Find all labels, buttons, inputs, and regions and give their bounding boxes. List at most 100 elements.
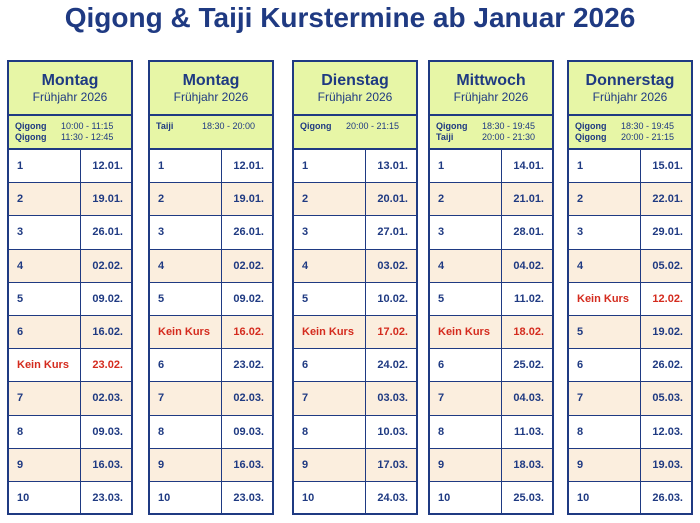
session-date: 23.03.	[92, 492, 123, 505]
session-number: 10	[569, 481, 641, 516]
session-number: 8	[9, 415, 81, 448]
session-row: 7 02.03.	[150, 382, 272, 416]
session-row: 6 24.02.	[294, 349, 416, 383]
session-date: 23.02.	[92, 359, 123, 372]
session-date: 25.03.	[513, 492, 544, 505]
season-label: Frühjahr 2026	[317, 90, 393, 104]
session-date: 04.03.	[513, 392, 544, 405]
session-date: 14.01.	[513, 160, 544, 173]
schedule-column: Donnerstag Frühjahr 2026 Qigong 18:30 - 19:…	[567, 60, 693, 516]
session-date: 26.01.	[233, 226, 264, 239]
session-number: 5	[150, 282, 222, 315]
session-row: 7 05.03.	[569, 382, 691, 416]
course-times: Taiji 18:30 - 20:00	[150, 116, 272, 150]
course-times: Qigong 10:00 - 11:15 Qigong 11:30 - 12:45	[9, 116, 131, 150]
session-number: 9	[294, 448, 366, 481]
session-date: 09.02.	[233, 292, 264, 305]
session-date: 27.01.	[377, 226, 408, 239]
session-number: 5	[569, 315, 641, 349]
session-number: 7	[294, 382, 366, 415]
session-date: 05.02.	[652, 259, 683, 272]
session-date: 16.03.	[92, 458, 123, 471]
session-number: 9	[430, 448, 502, 481]
session-row: 9 19.03.	[569, 448, 691, 482]
course-times: Qigong 18:30 - 19:45 Taiji 20:00 - 21:30	[430, 116, 552, 150]
session-date: 26.01.	[92, 226, 123, 239]
session-row: 8 10.03.	[294, 415, 416, 449]
session-date: 17.02.	[377, 326, 408, 339]
session-row: 5 10.02.	[294, 282, 416, 316]
session-date: 09.03.	[233, 425, 264, 438]
session-number: 4	[9, 249, 81, 282]
session-number: 6	[569, 349, 641, 382]
weekday-label: Dienstag	[321, 72, 389, 89]
session-row: 7 03.03.	[294, 382, 416, 416]
session-number: Kein Kurs	[430, 315, 502, 349]
weekday-label: Montag	[182, 72, 240, 89]
course-name: Taiji	[156, 121, 174, 131]
session-row: 2 19.01.	[9, 183, 131, 217]
course-time: 11:30 - 12:45	[61, 132, 114, 142]
session-list: 1 13.01. 2 20.01. 3 27.01. 4 03.02. 5 10.02. Kein …	[294, 150, 416, 516]
session-number: 9	[150, 448, 222, 481]
session-date: 25.02.	[513, 359, 544, 372]
session-date: 18.03.	[513, 458, 544, 471]
session-row: 4 02.02.	[150, 249, 272, 283]
session-row: 4 05.02.	[569, 249, 691, 283]
session-date: 19.02.	[652, 326, 683, 339]
session-row: 9 16.03.	[150, 448, 272, 482]
column-header: Montag Frühjahr 2026	[150, 62, 272, 116]
session-date: 19.03.	[652, 458, 683, 471]
session-number: 4	[569, 249, 641, 282]
session-row: 6 25.02.	[430, 349, 552, 383]
course-name: Taiji	[436, 132, 454, 142]
weekday-label: Montag	[41, 72, 99, 89]
session-number: 8	[294, 415, 366, 448]
session-date: 24.02.	[377, 359, 408, 372]
session-number: 5	[430, 282, 502, 315]
column-header: Donnerstag Frühjahr 2026	[569, 62, 691, 116]
session-number: 8	[430, 415, 502, 448]
session-date: 20.01.	[377, 193, 408, 206]
session-row: 8 11.03.	[430, 415, 552, 449]
session-number: 2	[569, 183, 641, 216]
session-date: 02.02.	[92, 259, 123, 272]
session-number: 3	[294, 216, 366, 249]
session-number: 1	[430, 150, 502, 183]
session-number: 9	[569, 448, 641, 481]
session-date: 26.03.	[652, 492, 683, 505]
session-number: 2	[150, 183, 222, 216]
session-date: 03.02.	[377, 259, 408, 272]
session-number: 10	[294, 481, 366, 516]
session-date: 13.01.	[377, 160, 408, 173]
session-number: Kein Kurs	[294, 315, 366, 349]
session-row: 3 28.01.	[430, 216, 552, 250]
session-row-cancelled: Kein Kurs 18.02.	[430, 315, 552, 350]
column-header: Dienstag Frühjahr 2026	[294, 62, 416, 116]
course-name: Qigong	[575, 132, 607, 142]
session-date: 11.02.	[514, 292, 544, 305]
course-name: Qigong	[300, 121, 332, 131]
schedule-column: Dienstag Frühjahr 2026 Qigong 20:00 - 21:15…	[292, 60, 418, 516]
session-row: 4 04.02.	[430, 249, 552, 283]
session-number: 7	[9, 382, 81, 415]
session-row: 10 24.03.	[294, 481, 416, 516]
session-number: 8	[150, 415, 222, 448]
session-list: 1 15.01. 2 22.01. 3 29.01. 4 05.02. Kein Kurs 12.…	[569, 150, 691, 516]
session-date: 02.02.	[233, 259, 264, 272]
course-time-line: Taiji 20:00 - 21:30	[436, 132, 552, 143]
session-number: 1	[150, 150, 222, 183]
session-row-cancelled: Kein Kurs 12.02.	[569, 282, 691, 316]
session-date: 19.01.	[233, 193, 264, 206]
session-date: 04.02.	[513, 259, 544, 272]
course-name: Qigong	[15, 121, 47, 131]
column-header: Mittwoch Frühjahr 2026	[430, 62, 552, 116]
course-time-line: Qigong 18:30 - 19:45	[575, 121, 691, 132]
session-number: 4	[294, 249, 366, 282]
column-header: Montag Frühjahr 2026	[9, 62, 131, 116]
session-date: 16.03.	[233, 458, 264, 471]
session-list: 1 12.01. 2 19.01. 3 26.01. 4 02.02. 5 09.02. 6 16.0…	[9, 150, 131, 516]
session-date: 03.03.	[377, 392, 408, 405]
course-times: Qigong 18:30 - 19:45 Qigong 20:00 - 21:15	[569, 116, 691, 150]
course-time-line: Qigong 20:00 - 21:15	[300, 121, 416, 132]
